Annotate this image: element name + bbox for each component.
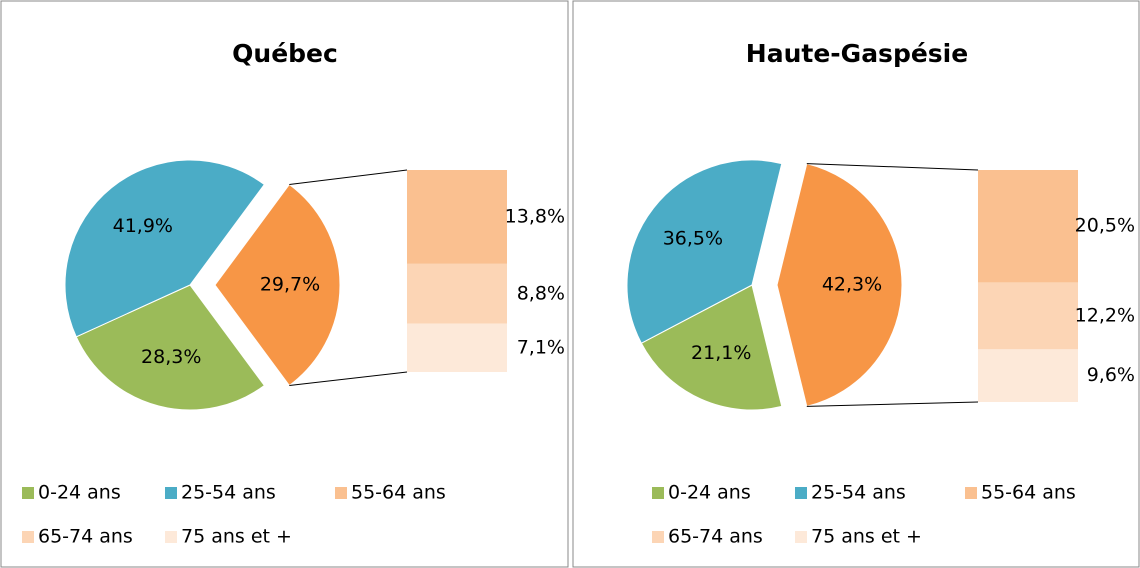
bar-segment (407, 170, 507, 264)
legend-label: 75 ans et + (181, 526, 292, 548)
bar-segment (978, 282, 1078, 350)
connector (806, 401, 979, 407)
bar-value-label: 7,1% (517, 336, 565, 358)
pie-slice (626, 159, 783, 344)
legend-swatch (795, 487, 807, 499)
pie-value-label: 21,1% (691, 342, 751, 364)
legend-swatch (335, 487, 347, 499)
legend-label: 65-74 ans (38, 526, 133, 548)
legend-label: 55-64 ans (981, 482, 1076, 504)
bar-value-label: 12,2% (1075, 304, 1135, 326)
bar-value-label: 13,8% (505, 205, 565, 227)
chart-title: Haute-Gaspésie (746, 39, 968, 68)
connector (806, 163, 979, 171)
bar-segment (978, 170, 1078, 283)
bar-segment (978, 349, 1078, 402)
panel-border (572, 0, 1140, 568)
connector (289, 371, 408, 386)
pie-value-label: 42,3% (822, 274, 882, 296)
bar-segment (407, 323, 507, 372)
legend-label: 25-54 ans (811, 482, 906, 504)
legend-label: 75 ans et + (811, 526, 922, 548)
bar-value-label: 20,5% (1075, 215, 1135, 237)
legend-label: 0-24 ans (668, 482, 751, 504)
legend-label: 65-74 ans (668, 526, 763, 548)
connector (289, 169, 408, 185)
pie-slice (64, 159, 266, 338)
bar-value-label: 9,6% (1087, 364, 1135, 386)
pie-value-label: 41,9% (113, 215, 173, 237)
pie-slice (776, 162, 903, 408)
chart-title: Québec (232, 39, 338, 68)
bar-segment (407, 263, 507, 324)
legend-swatch (165, 487, 177, 499)
pie-value-label: 28,3% (141, 346, 201, 368)
legend-swatch (165, 531, 177, 543)
panel-border (0, 0, 569, 568)
legend-swatch (652, 531, 664, 543)
legend-swatch (22, 487, 34, 499)
legend-label: 0-24 ans (38, 482, 121, 504)
legend-swatch (652, 487, 664, 499)
pie-slice (214, 183, 341, 387)
pie-value-label: 36,5% (663, 227, 723, 249)
bar-value-label: 8,8% (517, 282, 565, 304)
legend-label: 55-64 ans (351, 482, 446, 504)
pie-value-label: 29,7% (260, 274, 320, 296)
legend-swatch (22, 531, 34, 543)
pie-slice (640, 284, 783, 411)
legend-swatch (965, 487, 977, 499)
legend-label: 25-54 ans (181, 482, 276, 504)
legend-swatch (795, 531, 807, 543)
pie-slice (75, 284, 266, 411)
